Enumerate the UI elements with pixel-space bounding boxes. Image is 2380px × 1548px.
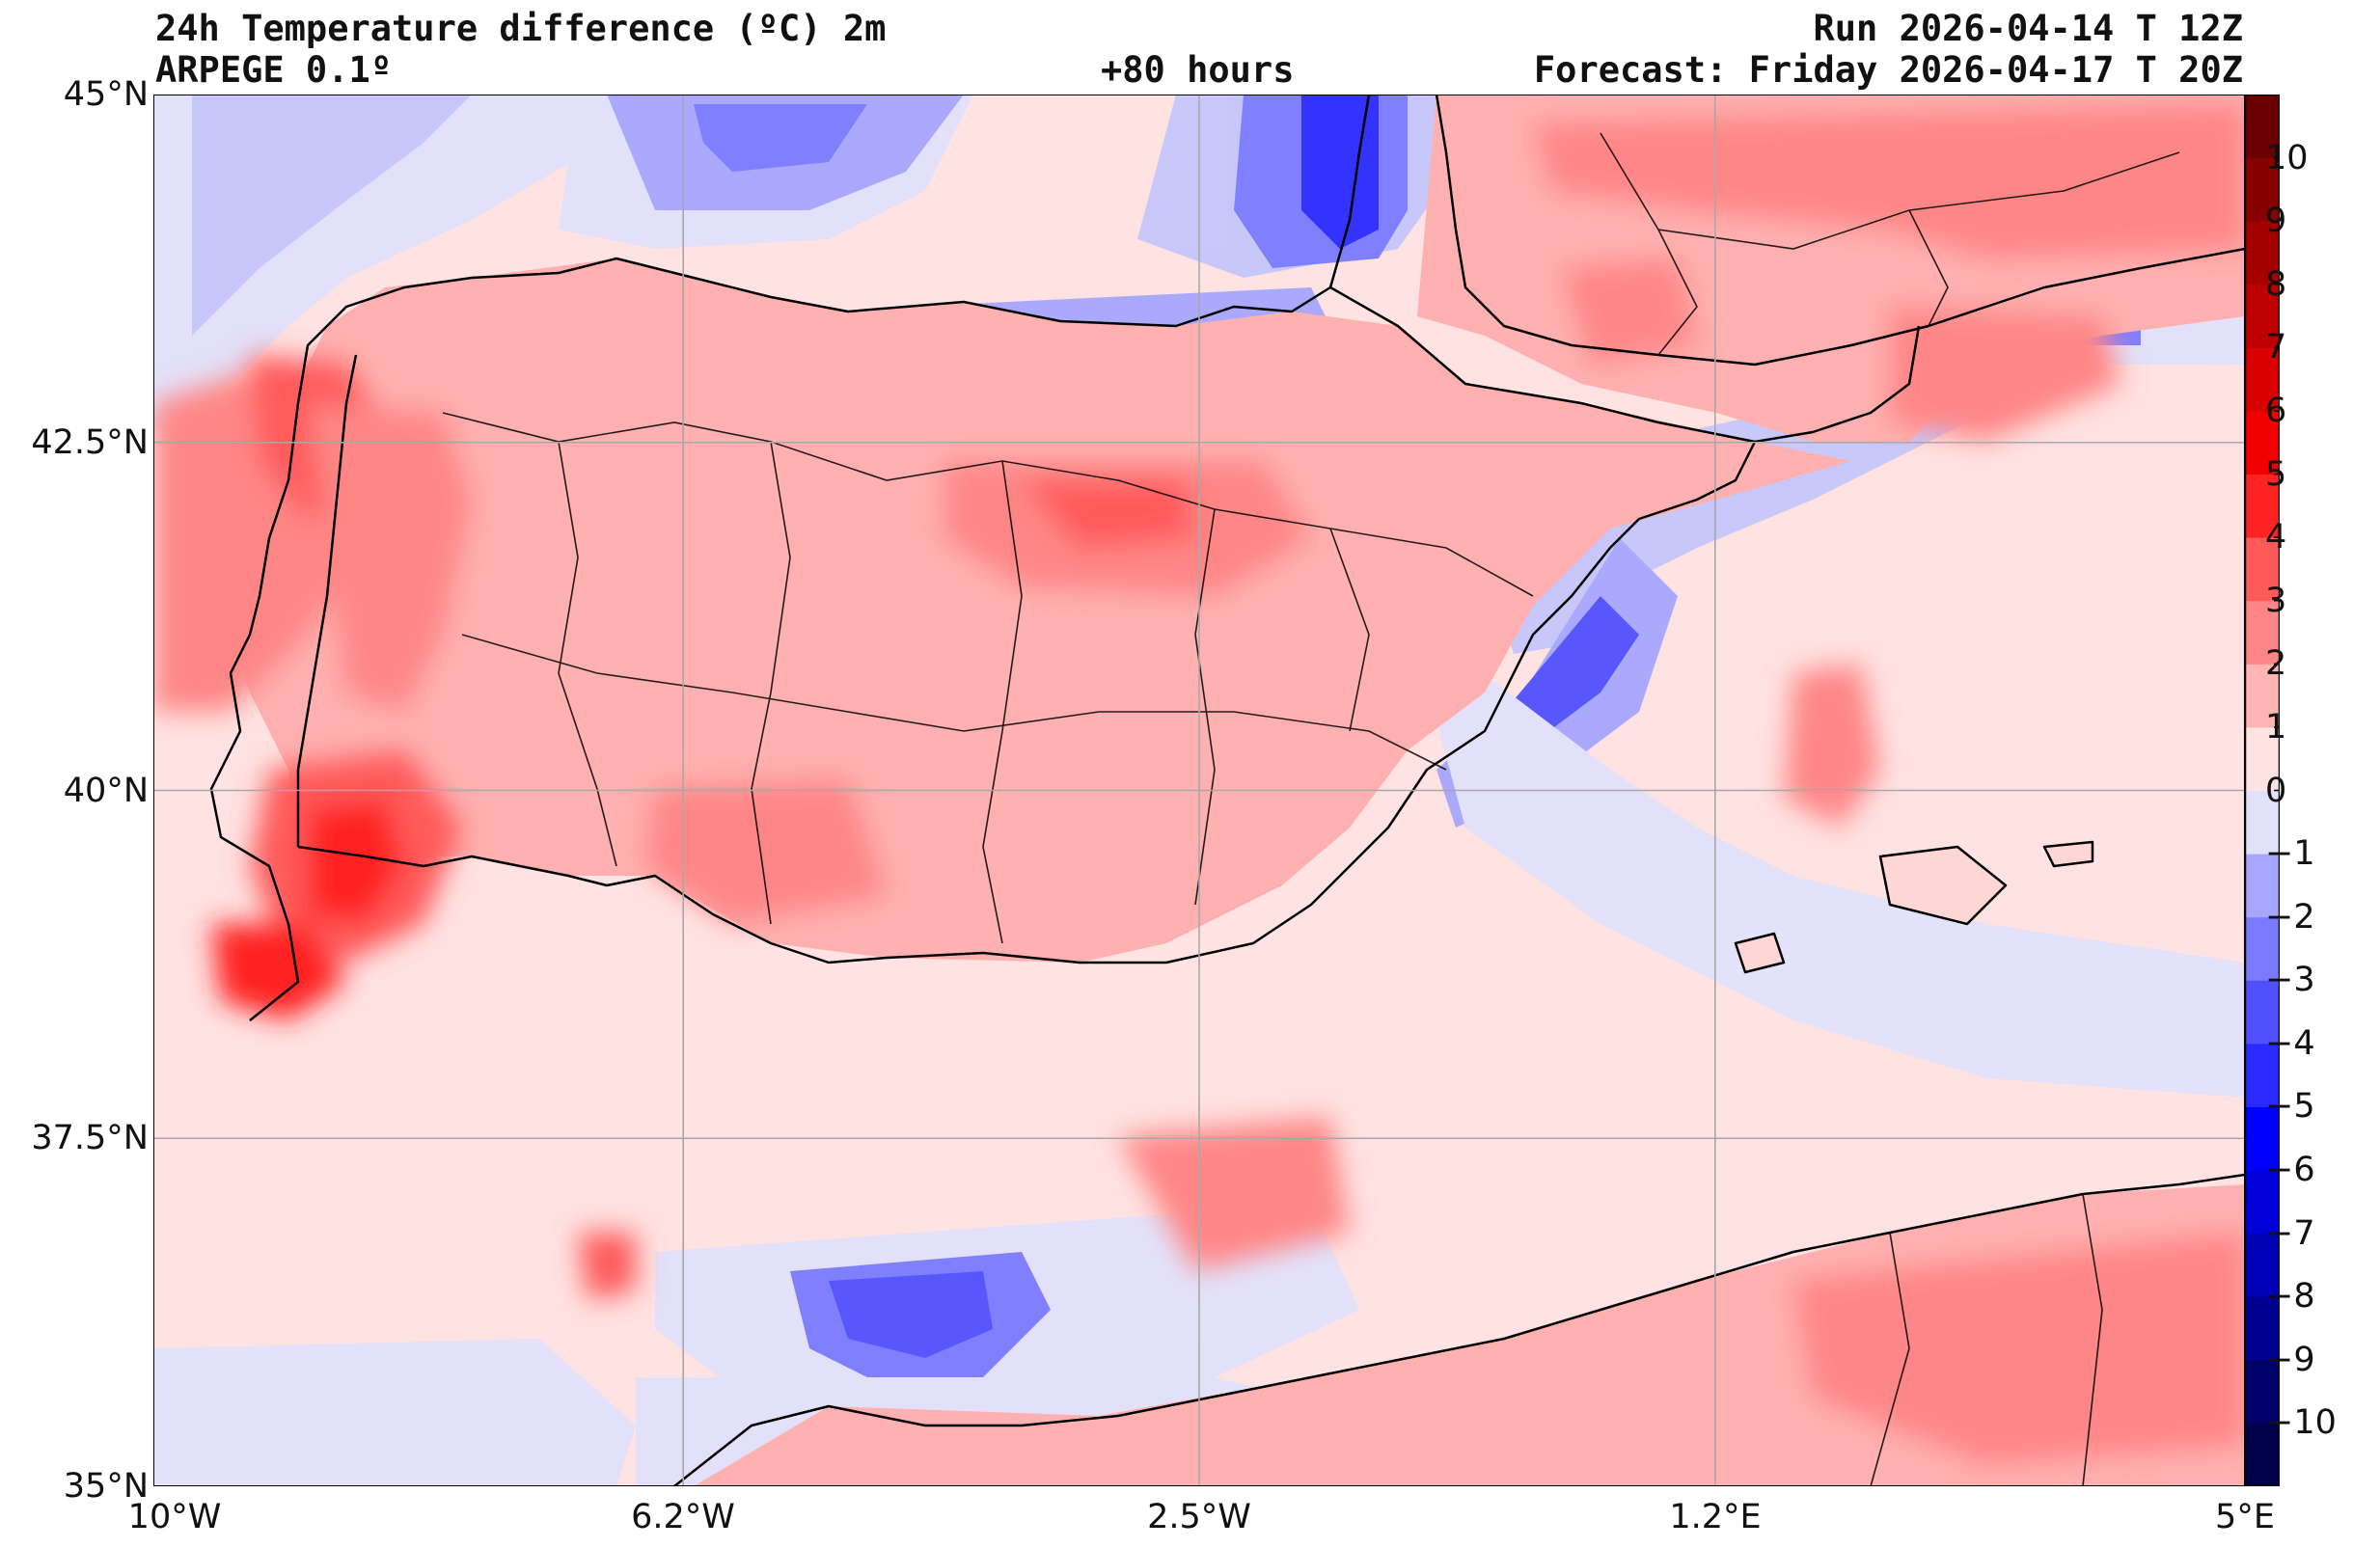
lon-label-5e: 5°E	[2215, 1498, 2275, 1536]
colorbar-label: −5	[2265, 1087, 2315, 1127]
colorbar-label: 6	[2265, 391, 2287, 430]
iberia-land	[231, 258, 1851, 963]
colorbar-bin--4	[2245, 980, 2280, 1045]
lat-label-40: 40°N	[63, 772, 149, 810]
run-label: Run 2026-04-14 T 12Z	[1813, 8, 2243, 49]
colorbar-label: 4	[2265, 518, 2287, 557]
colorbar-bin-1	[2245, 664, 2280, 728]
map-title: 24h Temperature difference (ºC) 2m	[155, 8, 887, 49]
colorbar-bin--11	[2245, 1423, 2280, 1486]
colorbar-bin-0	[2245, 726, 2280, 791]
colorbar-label: 1	[2265, 707, 2287, 747]
colorbar-bin-3	[2245, 537, 2280, 602]
forecast-label: Forecast: Friday 2026-04-17 T 20Z	[1533, 49, 2243, 91]
colorbar-bin--5	[2245, 1043, 2280, 1107]
colorbar-bin--7	[2245, 1170, 2280, 1235]
colorbar-label: −7	[2265, 1213, 2315, 1253]
colorbar-label: −9	[2265, 1340, 2315, 1379]
colorbar-label: 2	[2265, 644, 2287, 684]
colorbar-bin--1	[2245, 790, 2280, 855]
lon-label-6-2w: 6.2°W	[631, 1498, 735, 1536]
colorbar-bin--9	[2245, 1296, 2280, 1361]
colorbar-label: −6	[2265, 1151, 2315, 1190]
lead-time-label: +80 hours	[1101, 49, 1295, 91]
colorbar-bin-6	[2245, 347, 2280, 412]
colorbar-bin-10	[2245, 95, 2280, 159]
colorbar-label: −3	[2265, 961, 2315, 1000]
lat-label-45: 45°N	[63, 75, 149, 114]
menorca	[2044, 842, 2093, 866]
mallorca	[1880, 847, 2006, 924]
colorbar-bin-4	[2245, 474, 2280, 538]
temperature-difference-map	[153, 95, 2245, 1486]
colorbar-label: 5	[2265, 454, 2287, 494]
colorbar-bin-9	[2245, 157, 2280, 222]
colorbar-label: 9	[2265, 202, 2287, 241]
colorbar-label: −8	[2265, 1277, 2315, 1317]
colorbar-bin-5	[2245, 410, 2280, 475]
lat-label-35: 35°N	[63, 1467, 149, 1506]
colorbar-bin--3	[2245, 916, 2280, 981]
lat-label-42-5: 42.5°N	[31, 423, 149, 462]
colorbar-label: −4	[2265, 1023, 2315, 1063]
region-borders	[442, 132, 2180, 1486]
colorbar-label: 8	[2265, 264, 2287, 304]
lon-label-2-5w: 2.5°W	[1147, 1498, 1251, 1536]
coastlines-and-borders	[209, 95, 2245, 1486]
colorbar-bin--8	[2245, 1233, 2280, 1297]
colorbar-label: −1	[2265, 834, 2315, 874]
warm-anomaly-areas	[153, 104, 2245, 1464]
graticule	[153, 95, 2245, 1486]
colorbar-label: −10	[2265, 1403, 2337, 1443]
colorbar-bin-8	[2245, 221, 2280, 285]
colorbar-bin--10	[2245, 1359, 2280, 1424]
colorbar-label: 3	[2265, 581, 2287, 620]
model-label: ARPEGE 0.1º	[155, 49, 393, 91]
colorbar-label: 0	[2265, 771, 2287, 810]
colorbar-bin--6	[2245, 1106, 2280, 1171]
colorbar-label: −2	[2265, 897, 2315, 937]
colorbar-bin--2	[2245, 854, 2280, 918]
ibiza	[1736, 934, 1784, 972]
colorbar-bin-2	[2245, 600, 2280, 665]
lon-label-10w: 10°W	[127, 1498, 222, 1536]
colorbar-label: 7	[2265, 328, 2287, 367]
colorbar	[2245, 95, 2280, 1486]
colorbar-label: 10	[2265, 138, 2309, 177]
lon-label-1-2e: 1.2°E	[1669, 1498, 1762, 1536]
lat-label-37-5: 37.5°N	[31, 1119, 149, 1157]
colorbar-bin-7	[2245, 284, 2280, 348]
